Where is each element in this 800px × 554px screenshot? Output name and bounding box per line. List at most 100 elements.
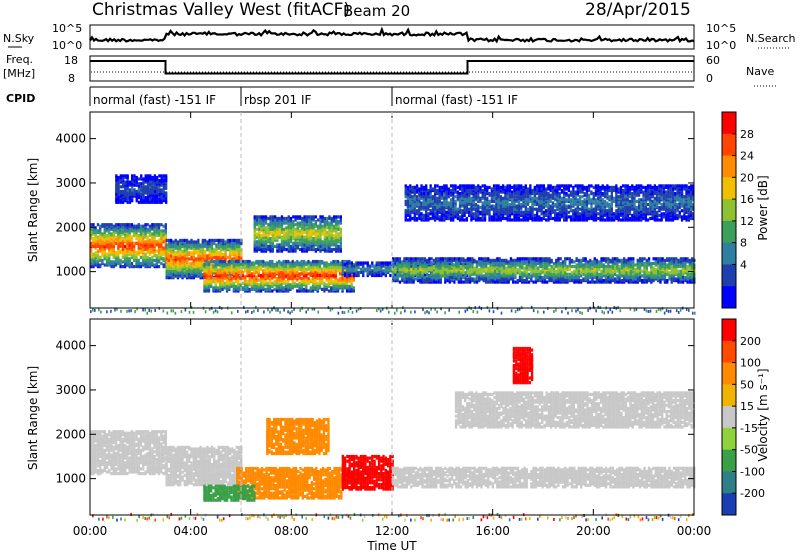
power-cell (280, 220, 284, 224)
power-cell (162, 240, 165, 244)
power-cell (128, 246, 131, 250)
power-cell (237, 286, 240, 290)
power-cell (387, 261, 390, 265)
power-cell (473, 258, 476, 262)
power-cell (162, 224, 165, 228)
power-cell (303, 223, 306, 227)
power-cell (294, 230, 297, 234)
power-cell (225, 269, 229, 273)
power-cell (233, 246, 236, 250)
power-cell (573, 260, 576, 264)
power-cell (305, 235, 308, 239)
power-cell (444, 257, 447, 261)
power-cell (566, 268, 569, 272)
power-cell (126, 182, 129, 186)
power-cell (530, 271, 533, 275)
power-cell (223, 277, 226, 281)
power-cell (305, 261, 308, 265)
power-cell (114, 227, 118, 231)
power-cell (174, 274, 177, 278)
power-cell (335, 232, 338, 236)
power-cell (253, 277, 256, 281)
power-cell (645, 266, 648, 270)
power-cell (319, 220, 322, 224)
power-cell (500, 258, 503, 262)
power-cell (525, 257, 528, 261)
power-cell (559, 266, 562, 270)
power-cell (609, 265, 612, 269)
power-cell (128, 200, 132, 204)
power-cell (650, 261, 653, 266)
power-cell (203, 286, 206, 290)
power-cell (119, 223, 122, 227)
power-cell (498, 272, 501, 276)
power-cell (155, 186, 159, 190)
power-cell (318, 273, 322, 278)
power-cell (153, 174, 156, 178)
power-cell (146, 227, 149, 231)
power-cell (300, 263, 303, 267)
power-cell (253, 240, 256, 244)
power-cell (139, 224, 143, 228)
power-cell (255, 215, 259, 219)
power-cell (206, 245, 209, 249)
power-cell (327, 289, 331, 293)
power-cell (473, 277, 476, 281)
power-cell (155, 240, 158, 244)
power-cell (204, 243, 207, 247)
power-cell (119, 241, 122, 245)
power-cell (289, 238, 293, 242)
power-cell (273, 280, 276, 284)
power-cell (280, 227, 284, 231)
power-cell (268, 272, 272, 276)
power-cell (278, 220, 281, 224)
power-cell (197, 243, 200, 247)
power-cell (119, 244, 122, 248)
power-cell (282, 280, 285, 284)
power-cell (345, 284, 349, 288)
power-cell (119, 194, 122, 198)
power-cell (398, 280, 402, 284)
power-cell (317, 238, 320, 242)
power-cell (307, 264, 310, 268)
power-cell (280, 261, 283, 265)
power-cell (271, 237, 274, 241)
power-cell (248, 263, 251, 267)
power-cell (244, 264, 247, 268)
power-cell (262, 235, 265, 239)
power-cell (103, 235, 106, 239)
power-cell (146, 244, 149, 248)
power-cell (478, 257, 481, 261)
power-cell (108, 251, 111, 255)
power-cell (604, 257, 608, 261)
power-cell (350, 280, 353, 284)
power-cell (328, 238, 331, 242)
power-cell (153, 258, 156, 262)
power-cell (428, 266, 431, 270)
power-cell (412, 263, 415, 267)
power-cell (638, 263, 642, 267)
power-cell (298, 286, 301, 290)
power-cell (346, 261, 349, 265)
power-cell (122, 197, 125, 201)
power-cell (264, 287, 267, 291)
power-cell (326, 223, 329, 227)
power-cell (469, 268, 472, 272)
power-cell (301, 247, 304, 252)
power-cell (521, 271, 524, 275)
power-cell (471, 265, 474, 269)
power-cell (292, 223, 295, 227)
power-cell (167, 246, 171, 250)
power-cell (652, 279, 655, 283)
power-cell (321, 277, 324, 281)
power-cell (593, 257, 596, 261)
power-cell (197, 254, 200, 258)
power-cell (582, 257, 585, 261)
power-cell (142, 249, 145, 253)
power-cell (489, 263, 492, 267)
power-cell (525, 260, 528, 264)
power-cell (151, 223, 154, 227)
power-cell (275, 289, 278, 293)
power-cell (430, 261, 433, 266)
power-cell (238, 238, 241, 242)
